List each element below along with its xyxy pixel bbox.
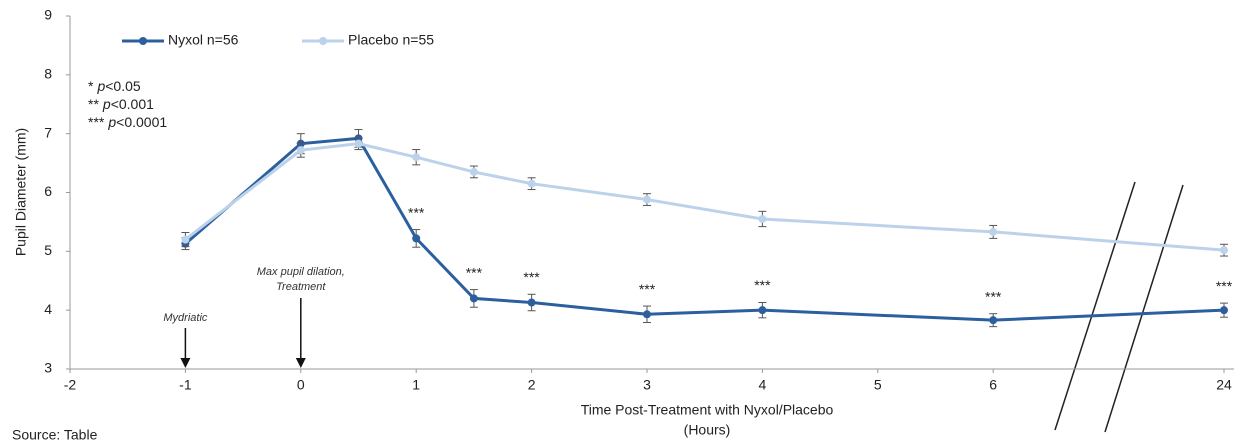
x-axis-label: Time Post-Treatment with Nyxol/Placebo xyxy=(581,402,834,418)
significance-mark: *** xyxy=(1216,278,1233,294)
series xyxy=(181,137,1228,257)
y-tick-label: 4 xyxy=(44,301,52,317)
point xyxy=(527,298,536,307)
x-tick-label: 3 xyxy=(643,377,651,393)
arrow-label: Treatment xyxy=(276,281,326,293)
axis-break xyxy=(1054,181,1136,431)
x-tick-label: 4 xyxy=(759,377,767,393)
line xyxy=(184,136,1225,322)
significance-mark: *** xyxy=(639,281,656,297)
italic-p: p xyxy=(107,114,116,130)
y-tick-label: 6 xyxy=(44,183,52,199)
point xyxy=(758,214,767,223)
x-tick-label: 6 xyxy=(989,377,997,393)
stars: *** xyxy=(88,114,105,130)
legend-label: Placebo n=55 xyxy=(348,32,434,48)
significance-legend: *** p<0.0001 xyxy=(88,114,167,130)
point xyxy=(643,195,651,204)
italic-p: p xyxy=(96,78,105,94)
x-tick-label: 0 xyxy=(297,377,305,393)
x-tick-label: 5 xyxy=(874,377,882,393)
x-tick-label: 2 xyxy=(528,377,536,393)
point xyxy=(758,306,767,315)
point xyxy=(1220,246,1228,255)
x-axis-label: (Hours) xyxy=(684,422,731,438)
point xyxy=(412,234,421,243)
x-tick-label: 24 xyxy=(1216,377,1232,393)
point xyxy=(412,153,421,162)
source: Source: Table xyxy=(12,427,98,443)
y-tick-label: 8 xyxy=(44,66,52,82)
significance-legend: ** p<0.001 xyxy=(88,96,154,112)
y-tick-label: 5 xyxy=(44,242,52,258)
stars: * xyxy=(88,78,94,94)
significance-mark: *** xyxy=(985,288,1002,304)
y-tick-label: 9 xyxy=(44,7,52,23)
point xyxy=(469,167,478,176)
arrow-head xyxy=(295,358,306,368)
significance-mark: *** xyxy=(466,264,483,280)
legend-label: Nyxol n=56 xyxy=(168,32,239,48)
legend-marker xyxy=(139,37,147,45)
arrow-head xyxy=(180,358,191,368)
significance-mark: *** xyxy=(523,269,540,285)
threshold: <0.0001 xyxy=(116,114,167,130)
y-tick-label: 7 xyxy=(44,124,52,140)
significance-legend: * p<0.05 xyxy=(88,78,141,94)
stars: ** xyxy=(88,96,99,112)
point xyxy=(354,139,363,148)
point xyxy=(296,146,305,155)
point xyxy=(469,294,478,303)
arrow-label: Mydriatic xyxy=(163,312,208,324)
y-tick-label: 3 xyxy=(44,360,52,376)
point xyxy=(1220,306,1228,315)
significance-mark: *** xyxy=(408,204,425,220)
axis-break xyxy=(1104,184,1184,433)
point xyxy=(989,227,998,236)
point xyxy=(989,316,998,325)
x-tick-label: -2 xyxy=(64,377,77,393)
significance-mark: *** xyxy=(754,277,771,293)
italic-p: p xyxy=(102,96,111,112)
series xyxy=(181,129,1228,328)
legend-marker xyxy=(319,37,327,45)
y-axis-label: Pupil Diameter (mm) xyxy=(13,128,29,256)
point xyxy=(527,179,536,188)
point xyxy=(181,235,190,244)
x-tick-label: -1 xyxy=(179,377,192,393)
point xyxy=(643,310,651,319)
line xyxy=(184,142,1225,252)
threshold: <0.001 xyxy=(111,96,154,112)
arrow-label: Max pupil dilation, xyxy=(257,266,345,278)
threshold: <0.05 xyxy=(105,78,141,94)
x-tick-label: 1 xyxy=(412,377,420,393)
